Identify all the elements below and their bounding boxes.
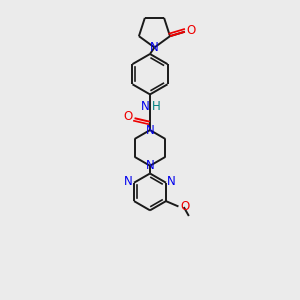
Text: N: N xyxy=(146,159,154,172)
Text: H: H xyxy=(152,100,160,113)
Text: N: N xyxy=(146,124,154,136)
Text: O: O xyxy=(187,24,196,37)
Text: N: N xyxy=(167,175,176,188)
Text: N: N xyxy=(141,100,150,113)
Text: O: O xyxy=(180,200,190,213)
Text: O: O xyxy=(123,110,133,123)
Text: N: N xyxy=(124,175,133,188)
Text: N: N xyxy=(150,41,159,54)
